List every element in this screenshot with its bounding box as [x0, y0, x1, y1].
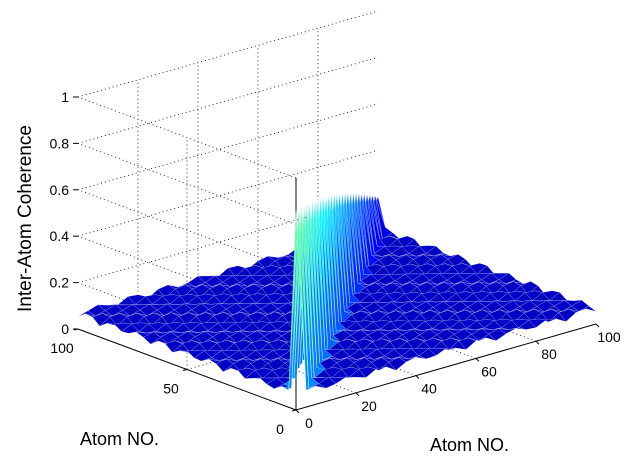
x-tick-label: 20: [361, 398, 377, 414]
surface-facet: [294, 205, 312, 378]
x-tick-mark: [595, 323, 600, 328]
x-tick-mark: [295, 409, 300, 414]
x-tick-label: 40: [421, 381, 437, 397]
z-tick-label: 0.8: [50, 135, 70, 151]
z-tick-label: 0.6: [50, 182, 70, 198]
surface-facet: [296, 203, 315, 379]
tick-layer: 0 20 40 60 80 100 0 50 100 0 0.2 0.4 0.6 0.8 1: [50, 89, 621, 437]
z-tick-label: 1: [61, 89, 69, 105]
y-axis-label: Atom NO.: [80, 429, 159, 449]
x-tick-mark: [415, 375, 420, 379]
y-tick-label: 50: [163, 381, 179, 397]
side-z-gridline: [77, 143, 297, 225]
y-tick-label: 0: [276, 421, 284, 437]
side-z-gridline: [77, 96, 297, 179]
y-tick-mark: [291, 409, 297, 412]
back-z-gridline: [77, 57, 379, 144]
x-tick-mark: [355, 392, 360, 397]
side-z-gridline: [77, 189, 297, 272]
back-z-gridline: [77, 103, 379, 191]
back-z-gridline: [77, 10, 379, 98]
back-z-gridline: [77, 149, 379, 237]
surface-facet: [291, 206, 309, 389]
front-floor-axis: [295, 323, 597, 411]
z-tick-label: 0: [61, 321, 69, 337]
surface-facet: [288, 208, 307, 391]
z-tick-label: 0.2: [50, 275, 70, 291]
surface-layer: [77, 192, 597, 391]
x-tick-label: 60: [481, 363, 497, 379]
z-tick-label: 0.4: [50, 228, 70, 244]
label-layer: Atom NO. Atom NO. Inter-Atom Coherence: [15, 125, 509, 455]
x-tick-label: 80: [541, 346, 557, 362]
x-tick-mark: [535, 340, 540, 345]
x-tick-mark: [475, 358, 480, 362]
y-tick-mark: [182, 369, 188, 371]
y-tick-label: 100: [50, 340, 74, 356]
x-axis-label: Atom NO.: [430, 435, 509, 455]
x-tick-label: 100: [597, 329, 621, 345]
z-axis-label: Inter-Atom Coherence: [15, 125, 36, 312]
x-tick-label: 0: [305, 415, 313, 431]
